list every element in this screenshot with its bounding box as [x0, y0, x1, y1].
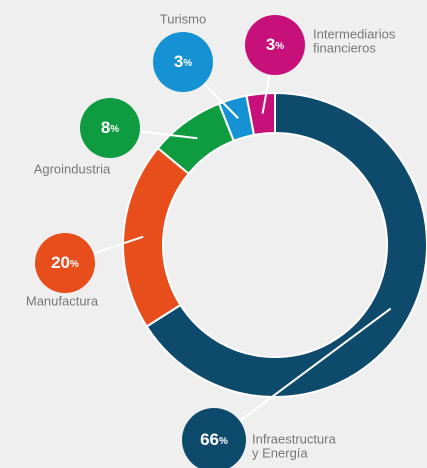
category-label: Agroindustria — [34, 161, 111, 176]
category-label: Turismo — [160, 11, 206, 26]
donut-segment — [122, 146, 191, 328]
value-number: 3 — [174, 52, 183, 71]
value-label: 3% — [266, 35, 284, 54]
value-number: 20 — [51, 253, 70, 272]
value-label: 3% — [174, 52, 192, 71]
category-label: financieros — [313, 40, 376, 55]
value-number: 8 — [101, 118, 110, 137]
category-label: Manufactura — [26, 293, 99, 308]
value-unit: % — [110, 124, 119, 135]
value-bubble — [80, 98, 140, 158]
value-number: 66 — [200, 430, 219, 449]
value-label: 20% — [51, 253, 79, 272]
value-bubble — [35, 233, 95, 293]
value-unit: % — [275, 41, 284, 52]
value-unit: % — [70, 259, 79, 270]
value-number: 3 — [266, 35, 275, 54]
value-bubble — [245, 15, 305, 75]
donut-segment — [145, 91, 427, 398]
category-label: Infraestructura — [252, 431, 337, 446]
value-bubble — [153, 32, 213, 92]
donut-segment — [245, 91, 276, 137]
connector — [213, 307, 392, 441]
category-label: y Energía — [252, 445, 308, 460]
value-unit: % — [183, 58, 192, 69]
value-label: 8% — [101, 118, 119, 137]
value-label: 66% — [200, 430, 228, 449]
value-bubble — [182, 408, 246, 468]
value-unit: % — [219, 436, 228, 447]
category-label: Intermediarios — [313, 26, 396, 41]
